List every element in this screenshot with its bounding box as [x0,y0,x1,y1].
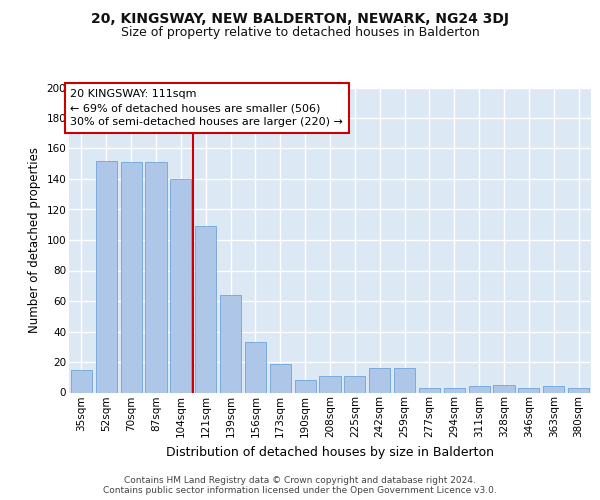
Bar [493,385,515,392]
Bar [543,386,564,392]
Text: Contains public sector information licensed under the Open Government Licence v3: Contains public sector information licen… [103,486,497,495]
Bar [394,368,415,392]
Bar [195,226,216,392]
Bar [568,388,589,392]
Text: 20 KINGSWAY: 111sqm
← 69% of detached houses are smaller (506)
30% of semi-detac: 20 KINGSWAY: 111sqm ← 69% of detached ho… [70,89,343,127]
Text: 20, KINGSWAY, NEW BALDERTON, NEWARK, NG24 3DJ: 20, KINGSWAY, NEW BALDERTON, NEWARK, NG2… [91,12,509,26]
Bar [145,162,167,392]
Bar [518,388,539,392]
X-axis label: Distribution of detached houses by size in Balderton: Distribution of detached houses by size … [166,446,494,458]
Bar [170,179,191,392]
Bar [71,370,92,392]
Bar [419,388,440,392]
Bar [270,364,291,392]
Bar [245,342,266,392]
Bar [444,388,465,392]
Bar [369,368,390,392]
Bar [469,386,490,392]
Text: Size of property relative to detached houses in Balderton: Size of property relative to detached ho… [121,26,479,39]
Bar [295,380,316,392]
Bar [319,376,341,392]
Bar [220,295,241,392]
Y-axis label: Number of detached properties: Number of detached properties [28,147,41,333]
Bar [121,162,142,392]
Text: Contains HM Land Registry data © Crown copyright and database right 2024.: Contains HM Land Registry data © Crown c… [124,476,476,485]
Bar [96,160,117,392]
Bar [344,376,365,392]
